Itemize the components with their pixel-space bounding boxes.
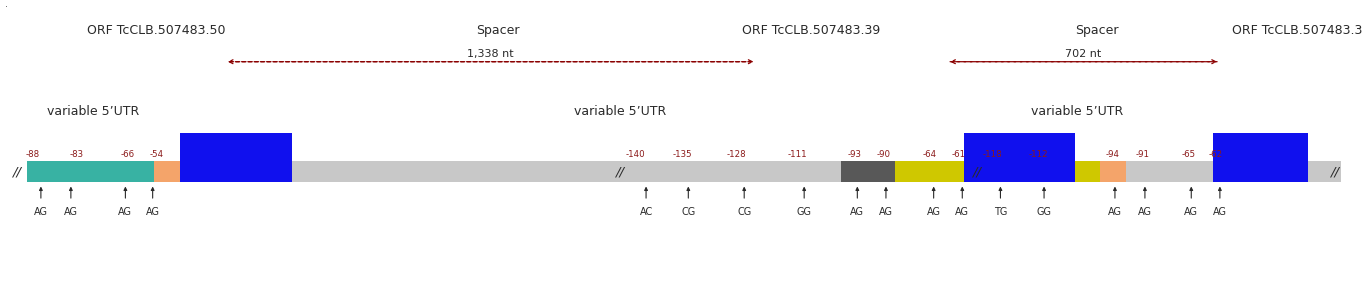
Text: GG: GG — [1036, 207, 1052, 217]
Text: -128: -128 — [726, 150, 746, 159]
Text: //: // — [973, 166, 981, 179]
Text: AC: AC — [639, 207, 653, 217]
Text: -66: -66 — [121, 150, 135, 159]
Text: GG: GG — [796, 207, 812, 217]
Text: CG: CG — [737, 207, 751, 217]
Text: AG: AG — [1184, 207, 1198, 217]
Text: -54: -54 — [150, 150, 164, 159]
Text: AG: AG — [1213, 207, 1227, 217]
Text: AG: AG — [64, 207, 78, 217]
Text: -64: -64 — [923, 150, 936, 159]
Text: AG: AG — [955, 207, 969, 217]
Bar — [180, 133, 292, 182]
Bar — [1100, 161, 1126, 182]
Text: -65: -65 — [1182, 150, 1195, 159]
Bar — [964, 133, 1075, 182]
Text: -61: -61 — [951, 150, 965, 159]
Text: -88: -88 — [26, 150, 40, 159]
Text: -140: -140 — [626, 150, 645, 159]
Text: AG: AG — [119, 207, 132, 217]
Text: -83: -83 — [70, 150, 83, 159]
Text: CG: CG — [682, 207, 695, 217]
Text: ORF TcCLB.507483.50: ORF TcCLB.507483.50 — [87, 24, 226, 37]
Text: Spacer: Spacer — [1075, 24, 1119, 37]
Text: 702 nt: 702 nt — [1066, 49, 1101, 59]
Text: //: // — [616, 166, 624, 179]
Text: Spacer: Spacer — [476, 24, 519, 37]
Text: //: // — [14, 166, 22, 179]
Text: ORF TcCLB.507483.30: ORF TcCLB.507483.30 — [1232, 24, 1363, 37]
Text: AG: AG — [879, 207, 893, 217]
Text: -118: -118 — [983, 150, 1002, 159]
Text: AG: AG — [34, 207, 48, 217]
Text: TG: TG — [994, 207, 1007, 217]
Text: AG: AG — [927, 207, 940, 217]
Text: //: // — [1332, 166, 1340, 179]
Bar — [180, 161, 841, 182]
Text: -135: -135 — [673, 150, 692, 159]
Bar — [1126, 161, 1341, 182]
Bar — [154, 161, 180, 182]
Text: -94: -94 — [1105, 150, 1119, 159]
Text: -62: -62 — [1209, 150, 1223, 159]
Text: AG: AG — [146, 207, 159, 217]
Text: -111: -111 — [788, 150, 807, 159]
Text: ·: · — [5, 2, 8, 12]
Text: -90: -90 — [876, 150, 890, 159]
Text: variable 5’UTR: variable 5’UTR — [574, 105, 667, 119]
Text: AG: AG — [1138, 207, 1152, 217]
Text: ORF TcCLB.507483.39: ORF TcCLB.507483.39 — [741, 24, 880, 37]
Bar — [1213, 133, 1308, 182]
Text: -91: -91 — [1135, 150, 1149, 159]
Text: -112: -112 — [1029, 150, 1048, 159]
Text: -93: -93 — [848, 150, 861, 159]
Text: variable 5’UTR: variable 5’UTR — [1030, 105, 1123, 119]
Text: variable 5’UTR: variable 5’UTR — [46, 105, 139, 119]
Bar — [895, 161, 1100, 182]
Bar — [841, 161, 895, 182]
Bar — [27, 161, 154, 182]
Text: AG: AG — [851, 207, 864, 217]
Text: 1,338 nt: 1,338 nt — [468, 49, 514, 59]
Text: AG: AG — [1108, 207, 1122, 217]
